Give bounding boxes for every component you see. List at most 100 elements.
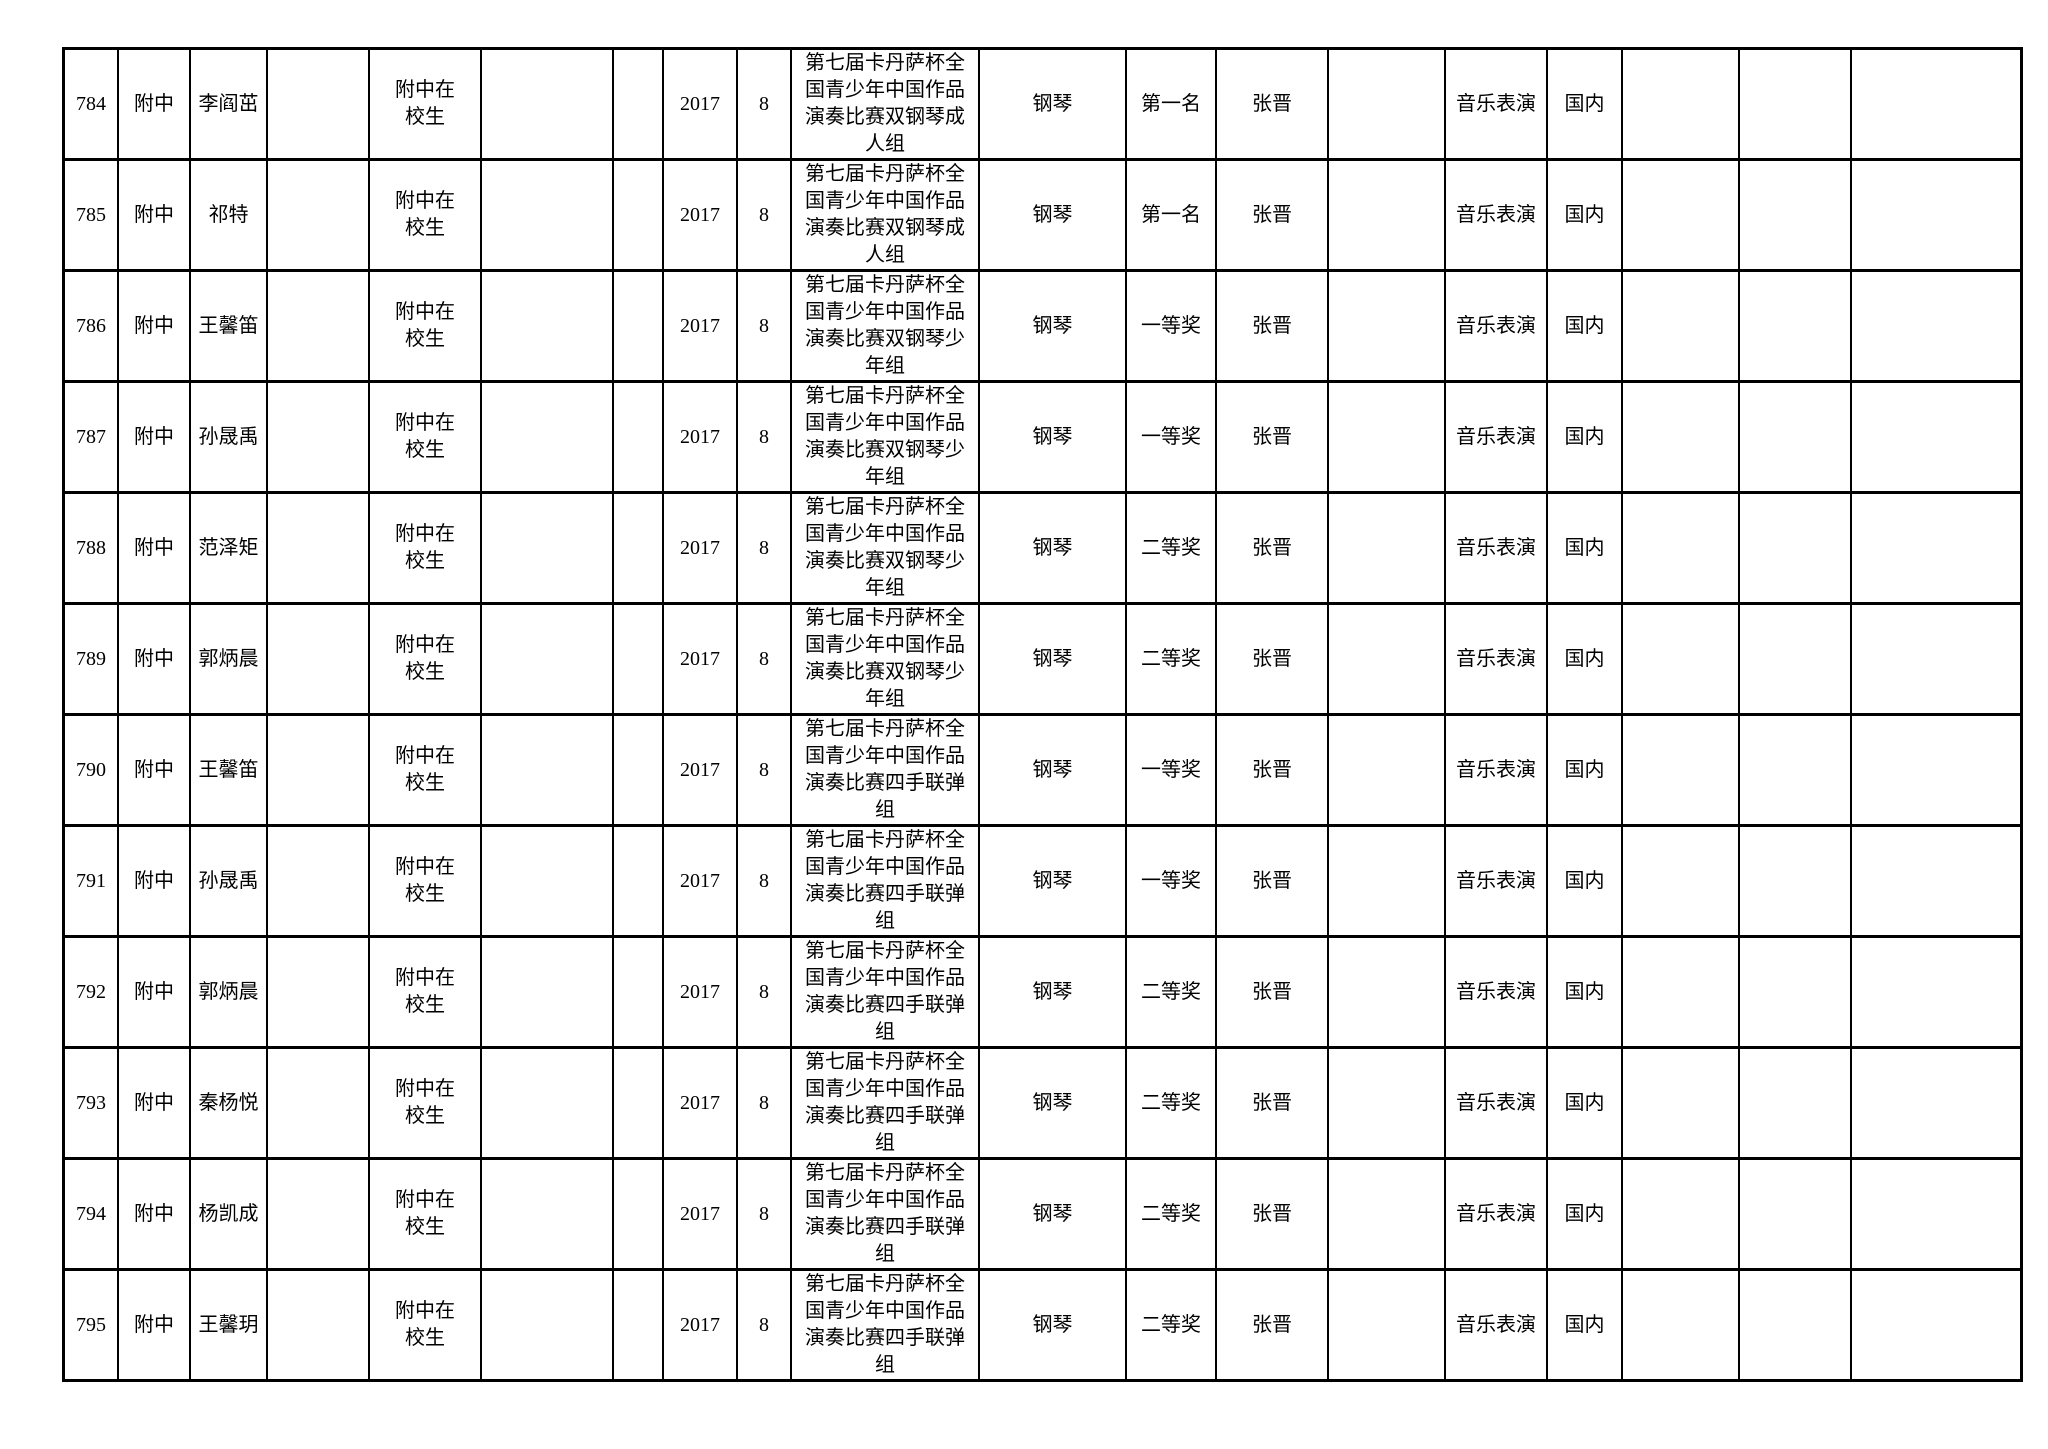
month-cell: 8 — [736, 935, 792, 1049]
student-status-cell: 附中在校生 — [368, 269, 482, 383]
student-name-cell-text: 王馨笛 — [198, 758, 259, 781]
award-cell: 一等奖 — [1125, 824, 1217, 938]
empty-cell — [1621, 1268, 1740, 1382]
award-cell-text: 二等奖 — [1141, 1313, 1201, 1336]
award-cell: 一等奖 — [1125, 380, 1217, 494]
major-cell-text: 音乐表演 — [1456, 1313, 1536, 1336]
student-status-cell: 附中在校生 — [368, 713, 482, 827]
empty-cell — [266, 158, 370, 272]
competition-name-cell: 第七届卡丹萨杯全国青少年中国作品演奏比赛双钢琴少年组 — [790, 269, 980, 383]
competition-name-cell: 第七届卡丹萨杯全国青少年中国作品演奏比赛四手联弹组 — [790, 1046, 980, 1160]
empty-cell — [480, 1046, 614, 1160]
empty-cell — [612, 1268, 664, 1382]
instrument-cell: 钢琴 — [978, 380, 1127, 494]
teacher-cell: 张晋 — [1215, 602, 1329, 716]
student-name-cell-text: 孙晟禹 — [198, 869, 259, 892]
student-name-cell-text: 杨凯成 — [198, 1202, 259, 1225]
competition-name-cell: 第七届卡丹萨杯全国青少年中国作品演奏比赛四手联弹组 — [790, 935, 980, 1049]
scope-cell: 国内 — [1546, 380, 1623, 494]
instrument-cell: 钢琴 — [978, 602, 1127, 716]
empty-cell — [1738, 1046, 1852, 1160]
student-status-cell-text: 附中在校生 — [395, 856, 455, 905]
serial-number-cell: 789 — [62, 602, 119, 716]
teacher-cell: 张晋 — [1215, 1157, 1329, 1271]
month-cell-text: 8 — [759, 1313, 769, 1336]
student-name-cell-text: 郭炳晨 — [198, 647, 259, 670]
month-cell-text: 8 — [759, 203, 769, 226]
serial-number-cell: 793 — [62, 1046, 119, 1160]
empty-cell — [1621, 935, 1740, 1049]
teacher-cell: 张晋 — [1215, 269, 1329, 383]
month-cell: 8 — [736, 1268, 792, 1382]
serial-number-cell: 794 — [62, 1157, 119, 1271]
month-cell: 8 — [736, 602, 792, 716]
teacher-cell: 张晋 — [1215, 47, 1329, 161]
scope-cell: 国内 — [1546, 1268, 1623, 1382]
instrument-cell-text: 钢琴 — [1032, 425, 1073, 448]
instrument-cell: 钢琴 — [978, 1157, 1127, 1271]
student-status-cell-text: 附中在校生 — [395, 190, 455, 239]
teacher-cell: 张晋 — [1215, 158, 1329, 272]
school-cell: 附中 — [117, 269, 191, 383]
award-cell-text: 二等奖 — [1141, 647, 1201, 670]
empty-cell — [612, 158, 664, 272]
student-status-cell-text: 附中在校生 — [395, 301, 455, 350]
serial-number-cell-text: 792 — [76, 980, 106, 1003]
empty-cell — [1621, 1157, 1740, 1271]
teacher-cell-text: 张晋 — [1252, 869, 1292, 892]
month-cell-text: 8 — [759, 1202, 769, 1225]
teacher-cell-text: 张晋 — [1252, 425, 1292, 448]
empty-cell — [1738, 602, 1852, 716]
awards-table-body: 784 附中 李阎茁 附中在校生 2017 8 第七届卡丹萨杯全国青少年中国作品演奏比赛双钢… — [62, 47, 2023, 1382]
empty-cell — [1850, 47, 2023, 161]
student-status-cell: 附中在校生 — [368, 1157, 482, 1271]
month-cell: 8 — [736, 824, 792, 938]
serial-number-cell-text: 791 — [76, 869, 106, 892]
empty-cell — [1738, 935, 1852, 1049]
empty-cell — [612, 491, 664, 605]
empty-cell — [1621, 1046, 1740, 1160]
teacher-cell: 张晋 — [1215, 935, 1329, 1049]
serial-number-cell-text: 784 — [76, 92, 106, 115]
table-row: 789 附中 郭炳晨 附中在校生 2017 8 第七届卡丹萨杯全国青少年中国作品演奏比赛双钢… — [62, 602, 2023, 716]
competition-name-cell-text: 第七届卡丹萨杯全国青少年中国作品演奏比赛双钢琴成人组 — [805, 52, 965, 155]
student-name-cell-text: 祁特 — [208, 203, 249, 226]
month-cell: 8 — [736, 1046, 792, 1160]
student-name-cell: 郭炳晨 — [189, 602, 268, 716]
teacher-cell: 张晋 — [1215, 491, 1329, 605]
instrument-cell-text: 钢琴 — [1032, 647, 1073, 670]
teacher-cell-text: 张晋 — [1252, 203, 1292, 226]
empty-cell — [480, 380, 614, 494]
school-cell-text: 附中 — [134, 1091, 174, 1114]
scope-cell: 国内 — [1546, 602, 1623, 716]
year-cell-text: 2017 — [680, 1313, 720, 1336]
instrument-cell: 钢琴 — [978, 1046, 1127, 1160]
competition-name-cell-text: 第七届卡丹萨杯全国青少年中国作品演奏比赛双钢琴成人组 — [805, 163, 965, 266]
school-cell-text: 附中 — [134, 1202, 174, 1225]
scope-cell-text: 国内 — [1564, 758, 1605, 781]
student-status-cell-text: 附中在校生 — [395, 745, 455, 794]
award-cell: 二等奖 — [1125, 491, 1217, 605]
competition-name-cell: 第七届卡丹萨杯全国青少年中国作品演奏比赛双钢琴成人组 — [790, 158, 980, 272]
instrument-cell-text: 钢琴 — [1032, 536, 1073, 559]
month-cell: 8 — [736, 158, 792, 272]
scope-cell-text: 国内 — [1564, 314, 1605, 337]
empty-cell — [266, 380, 370, 494]
major-cell-text: 音乐表演 — [1456, 425, 1536, 448]
scope-cell: 国内 — [1546, 713, 1623, 827]
empty-cell — [1738, 1268, 1852, 1382]
major-cell-text: 音乐表演 — [1456, 647, 1536, 670]
competition-name-cell: 第七届卡丹萨杯全国青少年中国作品演奏比赛四手联弹组 — [790, 1268, 980, 1382]
empty-cell — [1327, 713, 1446, 827]
major-cell: 音乐表演 — [1444, 269, 1548, 383]
major-cell-text: 音乐表演 — [1456, 1202, 1536, 1225]
teacher-cell-text: 张晋 — [1252, 1313, 1292, 1336]
empty-cell — [1327, 491, 1446, 605]
competition-name-cell: 第七届卡丹萨杯全国青少年中国作品演奏比赛四手联弹组 — [790, 713, 980, 827]
competition-name-cell: 第七届卡丹萨杯全国青少年中国作品演奏比赛双钢琴少年组 — [790, 491, 980, 605]
year-cell: 2017 — [662, 380, 738, 494]
student-status-cell-text: 附中在校生 — [395, 79, 455, 128]
major-cell-text: 音乐表演 — [1456, 536, 1536, 559]
serial-number-cell: 785 — [62, 158, 119, 272]
empty-cell — [612, 1046, 664, 1160]
